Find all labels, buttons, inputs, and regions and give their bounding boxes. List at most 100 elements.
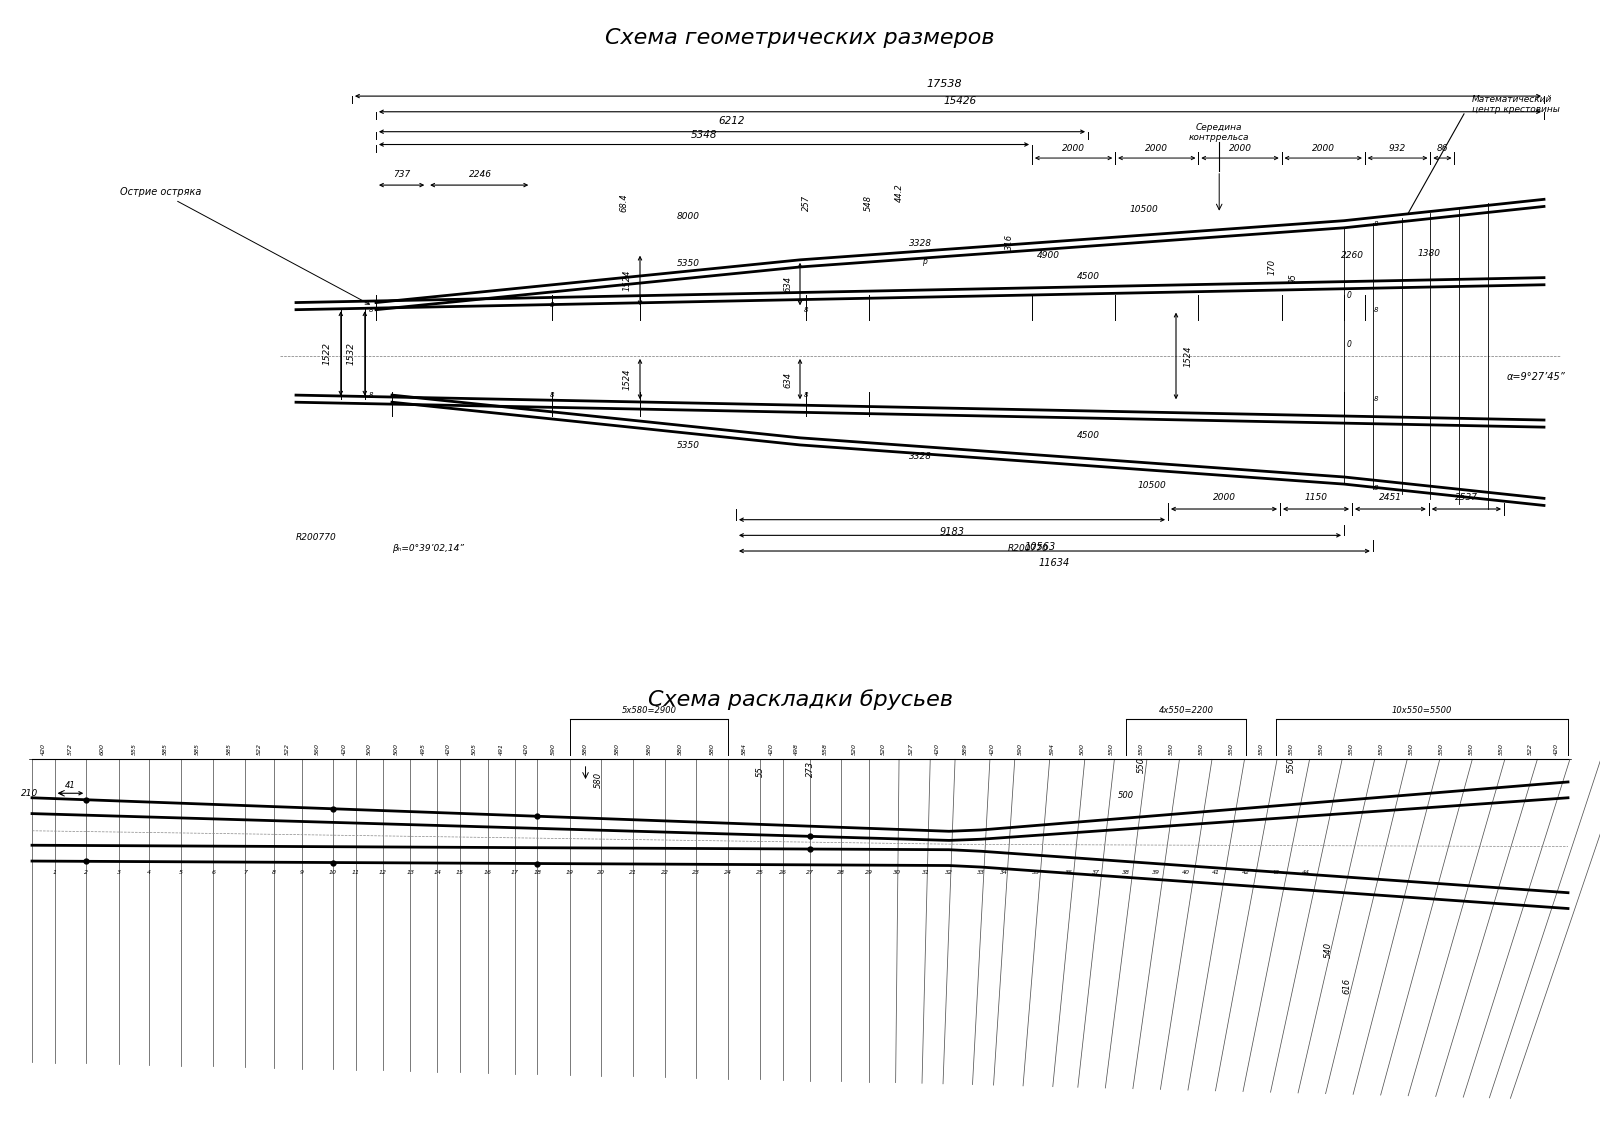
Text: 1380: 1380 bbox=[1418, 249, 1440, 258]
Text: 11634: 11634 bbox=[1038, 558, 1070, 568]
Text: 14: 14 bbox=[434, 870, 442, 875]
Text: 26: 26 bbox=[779, 870, 787, 875]
Text: 580: 580 bbox=[678, 742, 683, 755]
Text: 550: 550 bbox=[1168, 742, 1174, 755]
Text: 1524: 1524 bbox=[1184, 345, 1194, 367]
Text: 17: 17 bbox=[510, 870, 518, 875]
Text: R200770: R200770 bbox=[296, 533, 336, 542]
Text: 737: 737 bbox=[394, 171, 410, 180]
Text: 520: 520 bbox=[853, 742, 858, 755]
Text: 550: 550 bbox=[1259, 742, 1264, 755]
Text: 580: 580 bbox=[646, 742, 651, 755]
Text: 522: 522 bbox=[258, 742, 262, 755]
Text: 10: 10 bbox=[328, 870, 336, 875]
Text: 8: 8 bbox=[805, 392, 808, 398]
Text: 634: 634 bbox=[782, 372, 792, 388]
Text: 2451: 2451 bbox=[1379, 493, 1402, 502]
Text: 3: 3 bbox=[117, 870, 122, 875]
Text: 420: 420 bbox=[42, 742, 46, 755]
Text: 6: 6 bbox=[211, 870, 214, 875]
Text: 594: 594 bbox=[1050, 742, 1054, 755]
Text: 560: 560 bbox=[315, 742, 320, 755]
Text: 572: 572 bbox=[69, 742, 74, 755]
Text: 1: 1 bbox=[53, 870, 58, 875]
Text: 584: 584 bbox=[741, 742, 747, 755]
Text: 2000: 2000 bbox=[1062, 144, 1085, 153]
Text: 15426: 15426 bbox=[944, 96, 976, 106]
Text: 41: 41 bbox=[1213, 870, 1221, 875]
Text: Схема геометрических размеров: Схема геометрических размеров bbox=[605, 28, 995, 49]
Text: 8: 8 bbox=[1374, 485, 1378, 490]
Text: 634: 634 bbox=[782, 276, 792, 293]
Text: βₕ=0°39’02,14”: βₕ=0°39’02,14” bbox=[392, 544, 464, 553]
Text: 550: 550 bbox=[1109, 742, 1114, 755]
Text: 1522: 1522 bbox=[322, 342, 331, 365]
Text: 550: 550 bbox=[1198, 742, 1203, 755]
Text: 8: 8 bbox=[272, 870, 275, 875]
Text: 4: 4 bbox=[147, 870, 152, 875]
Text: 590: 590 bbox=[1018, 742, 1022, 755]
Text: 8000: 8000 bbox=[677, 211, 699, 220]
Text: 20: 20 bbox=[597, 870, 605, 875]
Text: 2537: 2537 bbox=[1454, 493, 1478, 502]
Text: 600: 600 bbox=[101, 742, 106, 755]
Text: 68.4: 68.4 bbox=[619, 193, 629, 212]
Text: 550: 550 bbox=[1379, 742, 1384, 755]
Text: 32: 32 bbox=[946, 870, 954, 875]
Text: 12: 12 bbox=[379, 870, 387, 875]
Text: 548: 548 bbox=[864, 194, 874, 211]
Text: 24: 24 bbox=[725, 870, 733, 875]
Text: 44.2: 44.2 bbox=[894, 183, 904, 201]
Text: 21: 21 bbox=[629, 870, 637, 875]
Text: 2000: 2000 bbox=[1146, 144, 1168, 153]
Text: 0: 0 bbox=[1346, 340, 1352, 349]
Text: 19: 19 bbox=[566, 870, 574, 875]
Text: 590: 590 bbox=[550, 742, 557, 755]
Text: 500: 500 bbox=[394, 742, 398, 755]
Text: 2000: 2000 bbox=[1229, 144, 1251, 153]
Text: 589: 589 bbox=[963, 742, 968, 755]
Text: Схема раскладки брусьев: Схема раскладки брусьев bbox=[648, 689, 952, 710]
Text: 13: 13 bbox=[406, 870, 414, 875]
Text: 273: 273 bbox=[805, 762, 814, 777]
Text: 25: 25 bbox=[755, 870, 763, 875]
Text: 420: 420 bbox=[523, 742, 528, 755]
Text: 8: 8 bbox=[550, 302, 554, 307]
Text: 5350: 5350 bbox=[677, 259, 699, 268]
Text: 8: 8 bbox=[1374, 396, 1378, 401]
Text: 420: 420 bbox=[1554, 742, 1558, 755]
Text: 555: 555 bbox=[131, 742, 136, 755]
Text: 550: 550 bbox=[1229, 742, 1234, 755]
Text: 580: 580 bbox=[582, 742, 589, 755]
Text: 8: 8 bbox=[1374, 221, 1378, 227]
Text: 5348: 5348 bbox=[691, 130, 717, 139]
Text: 7: 7 bbox=[243, 870, 246, 875]
Text: 495: 495 bbox=[421, 742, 426, 755]
Text: 420: 420 bbox=[446, 742, 451, 755]
Text: 8: 8 bbox=[805, 306, 808, 313]
Text: 420: 420 bbox=[770, 742, 774, 755]
Text: 550: 550 bbox=[1438, 742, 1443, 755]
Text: 41: 41 bbox=[66, 781, 75, 790]
Text: 38: 38 bbox=[1122, 870, 1130, 875]
Text: 2246: 2246 bbox=[469, 171, 491, 180]
Text: 15: 15 bbox=[456, 870, 464, 875]
Text: 6212: 6212 bbox=[718, 116, 746, 127]
Text: 500: 500 bbox=[366, 742, 371, 755]
Text: 491: 491 bbox=[499, 742, 504, 755]
Text: 580: 580 bbox=[594, 772, 603, 788]
Text: 43: 43 bbox=[1272, 870, 1280, 875]
Text: Острие остряка: Острие остряка bbox=[120, 188, 370, 304]
Text: 522: 522 bbox=[1528, 742, 1533, 755]
Text: 505: 505 bbox=[472, 742, 477, 755]
Text: 86: 86 bbox=[1437, 144, 1448, 153]
Text: 580: 580 bbox=[614, 742, 619, 755]
Text: 316: 316 bbox=[1005, 234, 1014, 250]
Text: 18: 18 bbox=[533, 870, 541, 875]
Text: 550: 550 bbox=[1318, 742, 1323, 755]
Text: 2000: 2000 bbox=[1312, 144, 1334, 153]
Text: 500: 500 bbox=[1118, 791, 1134, 800]
Text: 8: 8 bbox=[370, 306, 373, 313]
Text: 558: 558 bbox=[822, 742, 827, 755]
Text: 44: 44 bbox=[1302, 870, 1310, 875]
